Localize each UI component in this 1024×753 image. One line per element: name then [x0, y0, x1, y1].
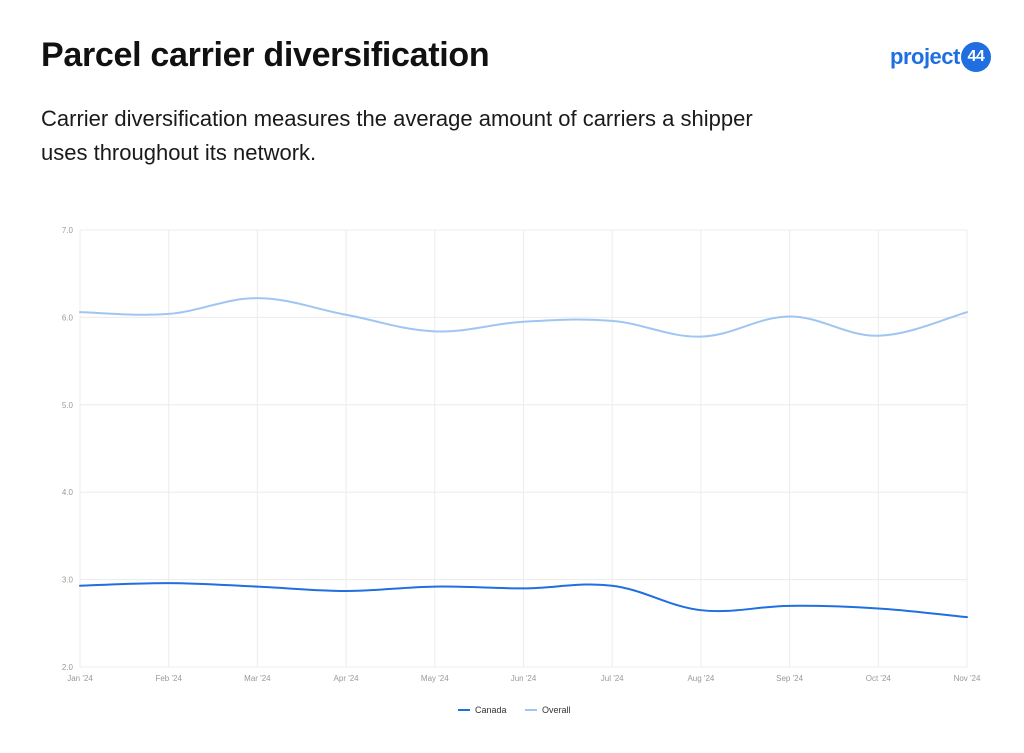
x-tick-label: Feb '24: [155, 674, 182, 683]
series-line-overall: [79, 297, 968, 338]
x-tick-label: May '24: [421, 674, 449, 683]
x-tick-label: Mar '24: [244, 674, 271, 683]
y-tick-label: 3.0: [62, 576, 74, 585]
x-tick-label: Jul '24: [601, 674, 624, 683]
x-axis: Jan '24 Feb '24 Mar '24 Apr '24 May '24 Jun '…: [67, 674, 981, 683]
y-tick-label: 2.0: [62, 663, 74, 672]
logo-badge: 44: [960, 42, 991, 72]
x-tick-label: Jun '24: [511, 674, 537, 683]
x-tick-label: Oct '24: [866, 674, 892, 683]
legend-label-canada: Canada: [475, 705, 507, 715]
y-tick-label: 4.0: [62, 488, 74, 497]
x-tick-label: Nov '24: [954, 674, 981, 683]
x-tick-label: Aug '24: [687, 674, 714, 683]
x-tick-label: Apr '24: [334, 674, 360, 683]
y-axis: 2.0 3.0 4.0 5.0 6.0 7.0: [62, 226, 74, 672]
project44-logo: project 44: [890, 42, 991, 72]
legend-label-overall: Overall: [542, 705, 571, 715]
series-line-canada: [79, 582, 968, 619]
chart-title: Parcel carrier diversification: [41, 36, 490, 74]
logo-text: project: [890, 44, 960, 69]
chart-grid: [79, 229, 968, 668]
chart-description: Carrier diversification measures the ave…: [41, 106, 753, 165]
chart-series: [79, 297, 968, 619]
chart-legend: Canada Overall: [458, 705, 571, 715]
x-tick-label: Sep '24: [776, 674, 803, 683]
y-tick-label: 6.0: [62, 313, 74, 322]
x-tick-label: Jan '24: [67, 674, 93, 683]
y-tick-label: 5.0: [62, 401, 74, 410]
y-tick-label: 7.0: [62, 226, 74, 235]
